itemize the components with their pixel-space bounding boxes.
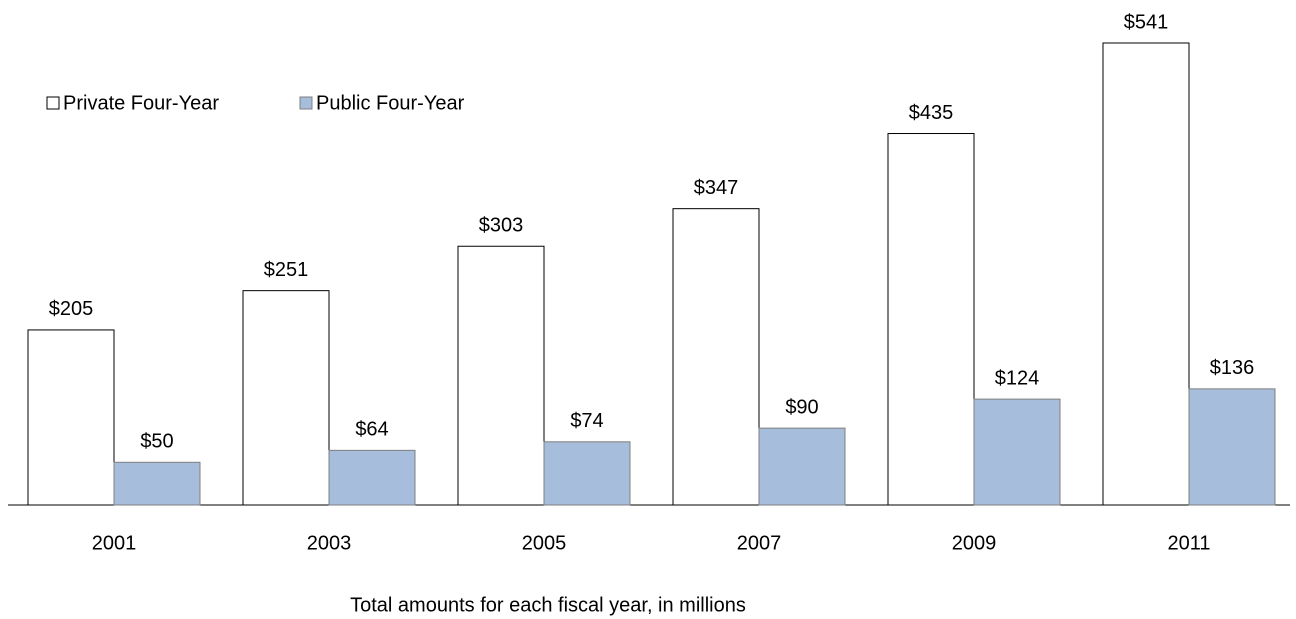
legend-swatch — [46, 96, 60, 110]
x-tick-label: 2009 — [952, 532, 997, 554]
x-tick-label: 2005 — [522, 532, 567, 554]
value-label: $74 — [570, 410, 603, 432]
value-label: $435 — [909, 102, 954, 124]
bar — [973, 398, 1061, 506]
value-label: $50 — [140, 431, 173, 453]
bar — [457, 245, 545, 506]
legend-swatch — [299, 96, 313, 110]
bar — [758, 427, 846, 506]
bar — [328, 449, 416, 506]
bar — [27, 329, 115, 506]
value-label: $303 — [479, 215, 524, 237]
x-tick-label: 2011 — [1167, 532, 1210, 554]
value-label: $347 — [694, 177, 739, 199]
value-label: $90 — [785, 396, 818, 418]
value-label: $251 — [264, 259, 309, 281]
legend-label: Public Four-Year — [316, 92, 465, 114]
legend-label: Private Four-Year — [63, 92, 219, 114]
value-label: $136 — [1210, 357, 1255, 379]
bar — [887, 133, 975, 506]
x-tick-label: 2007 — [737, 532, 782, 554]
bar — [242, 290, 330, 506]
x-axis-label: Total amounts for each fiscal year, in m… — [350, 594, 746, 616]
bar — [1102, 42, 1190, 506]
bar — [543, 441, 631, 506]
value-label: $205 — [49, 298, 94, 320]
x-tick-label: 2001 — [92, 532, 137, 554]
value-label: $124 — [995, 367, 1040, 389]
value-label: $64 — [355, 419, 388, 441]
bar — [672, 208, 760, 506]
bar — [113, 461, 201, 506]
value-label: $541 — [1124, 11, 1169, 33]
bar — [1188, 388, 1276, 506]
x-tick-label: 2003 — [307, 532, 352, 554]
